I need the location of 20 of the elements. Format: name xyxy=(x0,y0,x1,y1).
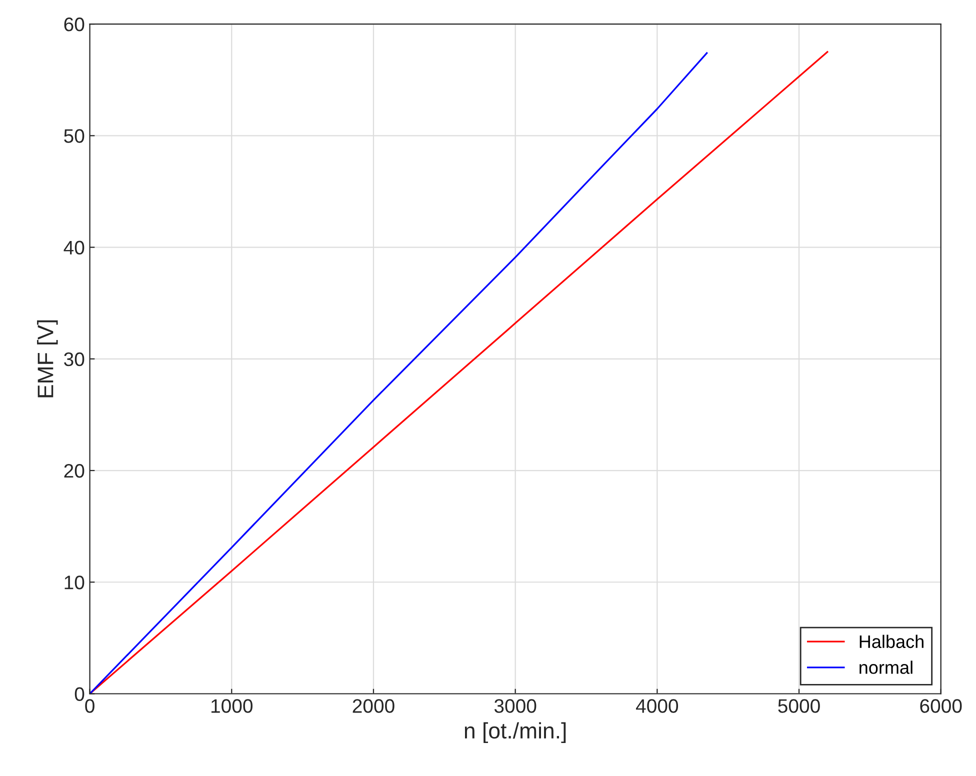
legend-label: normal xyxy=(860,660,912,674)
legend-label: Halbach xyxy=(860,634,924,648)
line-series xyxy=(90,52,708,694)
y-tick-label: 50 xyxy=(64,129,84,143)
x-tick-label: 5000 xyxy=(778,699,820,713)
x-axis-title: n [ot./min.] xyxy=(464,722,566,743)
x-tick-label: 1000 xyxy=(211,699,253,713)
x-tick-label: 6000 xyxy=(920,699,962,713)
x-tick-label: 2000 xyxy=(352,699,394,713)
line-series xyxy=(90,51,828,694)
y-tick-label: 0 xyxy=(74,687,84,701)
y-tick-label: 60 xyxy=(64,18,84,32)
x-tick-label: 3000 xyxy=(494,699,536,713)
x-tick-label: 0 xyxy=(85,699,94,713)
y-tick-label: 20 xyxy=(64,464,84,478)
y-tick-label: 40 xyxy=(64,240,84,255)
y-tick-label: 10 xyxy=(64,576,84,590)
x-tick-label: 4000 xyxy=(636,699,678,713)
y-tick-label: 30 xyxy=(64,352,84,366)
y-axis-title: EMF [V] xyxy=(37,320,58,398)
